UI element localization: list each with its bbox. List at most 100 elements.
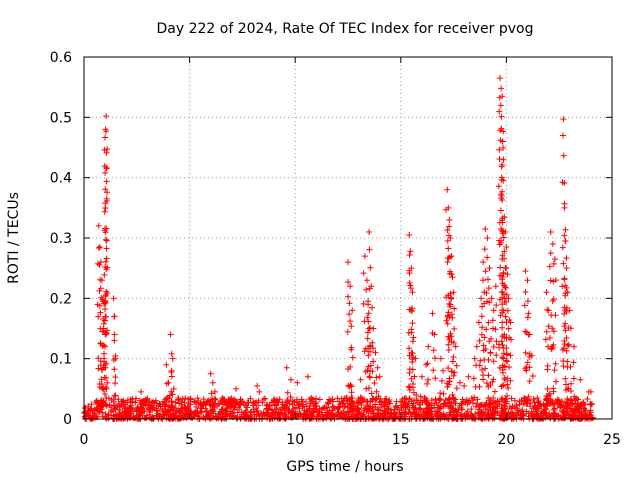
spike-point [448,368,455,375]
y-tick-label: 0.5 [50,110,72,126]
data-point [287,376,294,383]
spike-point [560,152,567,159]
baseline-point [474,409,481,416]
baseline-point [355,405,362,412]
spike-point [486,299,493,306]
baseline-point [567,396,574,403]
spike-point [526,378,533,385]
spike-point [103,266,110,273]
data-point [365,301,372,308]
data-point [209,379,216,386]
spike-point [373,374,380,381]
spike-point [493,338,500,345]
data-point [207,370,214,377]
baseline-point [98,406,105,413]
baseline-point [274,415,281,422]
baseline-point [108,412,115,419]
spike-point [490,376,497,383]
baseline-point [563,399,570,406]
spike-point [496,272,503,279]
data-point [345,259,351,266]
baseline-point [566,405,573,412]
baseline-point [176,412,183,419]
spike-point [505,385,512,392]
baseline-point [128,410,135,417]
spike-point [545,392,552,399]
spike-point [369,339,376,346]
data-point [112,355,119,362]
spike-point [522,349,529,356]
data-point [547,228,554,235]
spike-point [448,333,455,340]
data-point [526,331,533,338]
spike-point [111,337,118,344]
data-point [480,259,487,266]
spike-point [450,339,457,346]
data-point [408,265,415,272]
baseline-point [185,400,192,407]
data-point [101,364,108,371]
baseline-point [532,403,539,410]
spike-point [103,237,110,244]
spike-point [445,346,452,353]
data-point [447,235,454,241]
data-point [570,343,577,350]
baseline-point [524,397,531,404]
spike-point [500,234,507,241]
spike-point [450,372,457,379]
baseline-point [506,404,513,411]
spike-point [409,338,416,345]
baseline-point [551,405,558,412]
spike-point [96,287,103,294]
spike-point [406,345,413,352]
baseline-point [513,402,520,409]
baseline-point [496,400,503,407]
baseline-point [106,401,113,408]
data-point [170,385,177,392]
baseline-point [508,395,515,402]
baseline-point [398,398,405,405]
data-point [102,169,109,176]
spike-point [550,260,557,267]
spike-point [561,275,568,282]
spike-point [521,302,528,309]
baseline-point [155,402,162,409]
baseline-point [374,406,381,413]
spike-point [445,341,452,348]
baseline-point [162,402,169,409]
baseline-point [323,415,330,422]
spike-point [344,278,351,285]
baseline-point [197,409,204,416]
data-point [566,307,573,314]
spike-point [437,390,444,397]
spike-point [365,385,372,392]
spike-point [550,296,557,303]
spike-point [552,312,559,319]
spike-point [424,360,431,367]
spike-point [366,324,373,331]
spike-point [440,390,447,397]
spike-point [485,372,492,379]
data-point [256,388,263,395]
spike-point [348,323,355,330]
data-point [446,216,453,223]
spike-point [103,255,110,262]
baseline-point [199,402,206,409]
spike-point [102,299,109,306]
spike-point [547,250,554,257]
baseline-point [250,406,257,413]
data-point [561,204,568,211]
baseline-point [297,410,304,417]
data-point [366,228,373,235]
baseline-point [340,408,347,415]
spike-point [568,388,575,395]
baseline-point [303,408,310,415]
spike-point [498,174,505,181]
baseline-point [275,409,282,416]
chart-title: Day 222 of 2024, Rate Of TEC Index for r… [157,21,534,37]
spike-point [95,313,102,320]
baseline-point [270,398,277,405]
data-point [104,379,111,386]
spike-point [484,276,491,283]
axis-ticks: 0 5 10 15 20 25 0 0.1 0.2 0.3 0.4 0.5 0.6 [50,50,621,448]
